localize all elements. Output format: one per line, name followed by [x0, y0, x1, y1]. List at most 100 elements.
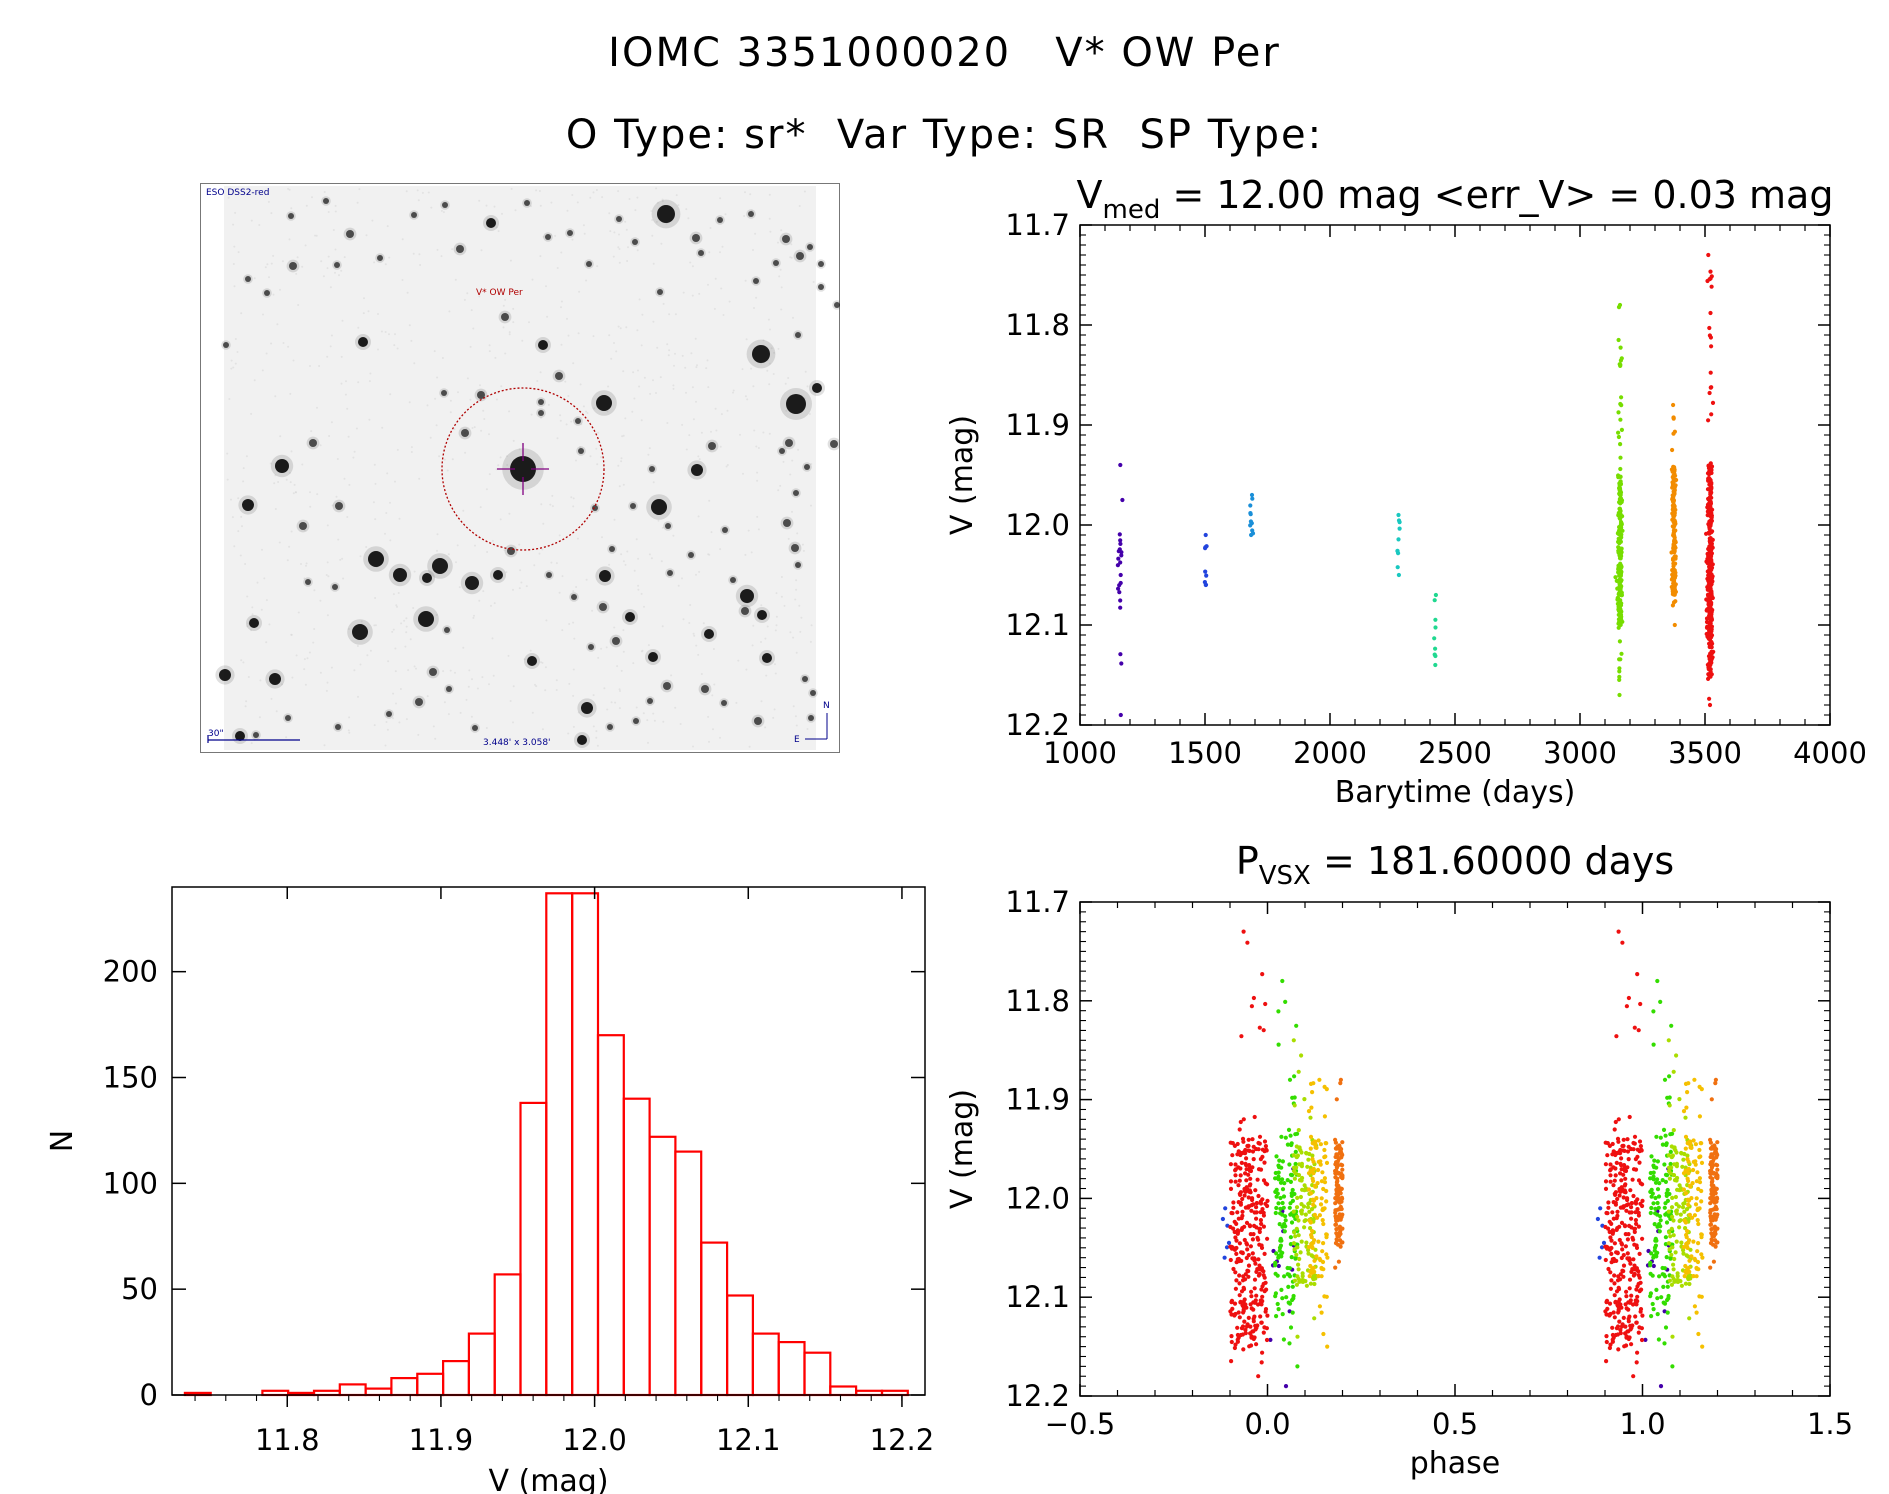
sky-noise	[596, 265, 599, 268]
data-point	[1263, 1181, 1268, 1186]
data-point	[1613, 1166, 1618, 1171]
data-point	[1612, 1241, 1617, 1246]
data-point	[1673, 528, 1678, 533]
data-point	[1240, 1278, 1246, 1283]
data-point	[1607, 1345, 1612, 1351]
sky-noise	[719, 548, 722, 551]
data-point	[1252, 1223, 1257, 1228]
sky-noise	[369, 649, 372, 652]
data-point	[1397, 520, 1402, 525]
sky-noise	[785, 409, 788, 412]
sky-noise	[287, 345, 290, 348]
data-point	[1629, 1216, 1634, 1221]
sky-noise	[684, 366, 687, 369]
star	[609, 546, 615, 552]
data-point	[1260, 1350, 1265, 1355]
data-point	[1640, 1203, 1645, 1209]
sky-noise	[359, 663, 362, 666]
sky-noise	[480, 429, 483, 432]
sky-noise	[289, 481, 292, 484]
data-point	[1261, 1330, 1266, 1335]
data-point	[1241, 1117, 1246, 1122]
sky-noise	[619, 690, 621, 692]
data-point	[1292, 1074, 1297, 1079]
sky-noise	[619, 327, 622, 330]
data-point	[1297, 1256, 1302, 1262]
sky-noise	[454, 278, 457, 281]
data-point	[1668, 1256, 1673, 1261]
data-point	[1707, 635, 1712, 640]
sky-noise	[297, 611, 300, 614]
sky-noise	[507, 654, 510, 657]
data-point	[1661, 1127, 1667, 1132]
sky-noise	[707, 715, 710, 718]
data-point	[1233, 1342, 1238, 1347]
data-point	[1649, 1314, 1654, 1319]
sky-noise	[510, 187, 513, 190]
data-point	[1244, 1167, 1249, 1172]
data-point	[1248, 1324, 1253, 1329]
sky-noise	[692, 632, 695, 635]
data-point	[1632, 1267, 1637, 1272]
star	[812, 383, 822, 393]
star	[807, 244, 813, 250]
sky-noise	[601, 536, 603, 539]
data-point	[1709, 482, 1714, 487]
sky-noise	[696, 364, 698, 367]
data-point	[1334, 1160, 1339, 1165]
data-point	[1278, 1206, 1283, 1211]
sky-noise	[530, 413, 533, 416]
sky-noise	[228, 398, 231, 400]
data-point	[1612, 1315, 1617, 1320]
sky-noise	[693, 634, 696, 637]
star	[219, 669, 231, 681]
sky-noise	[282, 342, 285, 344]
data-point	[1671, 600, 1677, 605]
data-point	[1610, 1141, 1615, 1147]
data-point	[1661, 1284, 1666, 1289]
sky-noise	[612, 255, 615, 258]
data-point	[1636, 1224, 1641, 1229]
sky-noise	[231, 516, 234, 519]
sky-noise	[572, 694, 575, 697]
data-point	[1296, 1267, 1301, 1272]
data-point	[1633, 1301, 1638, 1306]
data-point	[1613, 1119, 1618, 1125]
finder-stars	[215, 187, 840, 748]
histogram-bar	[364, 1387, 393, 1397]
data-point	[1636, 1210, 1641, 1215]
data-point	[1242, 1237, 1247, 1243]
data-point	[1651, 1201, 1656, 1206]
data-point	[1670, 1245, 1675, 1250]
sky-noise	[471, 678, 473, 681]
sky-noise	[650, 210, 653, 212]
data-point	[1691, 1239, 1696, 1244]
data-point	[1603, 1162, 1608, 1167]
sky-noise	[412, 252, 415, 255]
sky-noise	[290, 450, 293, 453]
sky-noise	[810, 624, 813, 627]
sky-noise	[775, 615, 778, 618]
data-point	[1700, 1344, 1705, 1349]
data-point	[1338, 1162, 1344, 1167]
sky-noise	[539, 371, 542, 374]
data-point	[1653, 1238, 1658, 1243]
star	[441, 390, 447, 396]
sky-noise	[227, 196, 230, 199]
data-point	[1300, 1274, 1305, 1279]
sky-noise	[647, 644, 650, 647]
data-point	[1279, 1287, 1284, 1292]
data-point	[1243, 1302, 1248, 1307]
data-point	[1260, 1294, 1265, 1299]
data-point	[1681, 1251, 1686, 1256]
star	[586, 261, 592, 267]
star	[264, 290, 270, 296]
data-point	[1613, 1192, 1618, 1197]
sky-noise	[247, 676, 250, 678]
y-tick-label: 100	[103, 1166, 158, 1200]
sky-noise	[293, 483, 296, 486]
sky-noise	[674, 313, 677, 316]
sky-noise	[441, 357, 444, 359]
data-point	[1626, 1307, 1631, 1312]
sky-noise	[682, 618, 685, 621]
